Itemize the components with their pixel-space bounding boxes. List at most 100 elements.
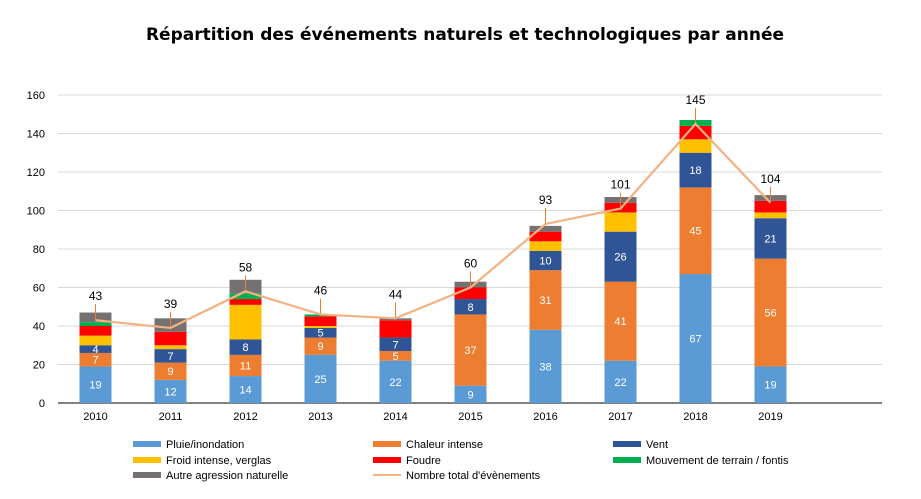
bar-segment xyxy=(754,212,787,219)
bar-segment xyxy=(604,281,637,361)
bar-segment xyxy=(304,337,337,355)
bar-segment xyxy=(79,322,112,326)
bar-segment xyxy=(154,349,187,363)
segment-data-label: 7 xyxy=(392,339,398,351)
segment-data-label: 7 xyxy=(167,351,173,363)
segment-data-label: 18 xyxy=(689,165,701,177)
y-tick-label: 20 xyxy=(33,360,45,372)
bars: 1974129714118259522579378383110224126674… xyxy=(79,120,787,403)
segment-data-label: 22 xyxy=(389,377,401,389)
legend-item: Foudre xyxy=(373,455,441,467)
segment-data-label: 8 xyxy=(242,342,248,354)
total-data-label: 39 xyxy=(164,297,178,311)
segment-data-label: 22 xyxy=(614,377,626,389)
bar-segment xyxy=(379,320,412,338)
x-tick-label: 2019 xyxy=(758,411,782,423)
x-tick-label: 2015 xyxy=(458,411,482,423)
bar-segment xyxy=(304,316,337,326)
segment-data-label: 19 xyxy=(764,380,776,392)
bar-segment xyxy=(604,360,637,403)
legend-item: Mouvement de terrain / fontis xyxy=(613,455,789,467)
segment-data-label: 25 xyxy=(314,374,326,386)
legend-label: Vent xyxy=(646,439,668,451)
segment-data-label: 67 xyxy=(689,334,701,346)
segment-data-label: 19 xyxy=(89,380,101,392)
bar-segment xyxy=(529,250,562,271)
segment-data-label: 5 xyxy=(392,351,398,363)
total-data-label: 46 xyxy=(314,283,328,297)
bar-segment xyxy=(679,274,712,403)
total-data-label: 145 xyxy=(685,93,705,107)
bar-segment xyxy=(79,326,112,336)
segment-data-label: 14 xyxy=(239,385,251,397)
bar-segment xyxy=(754,200,787,213)
y-tick-label: 140 xyxy=(27,129,45,141)
legend-label: Nombre total d'évènements xyxy=(406,470,541,482)
segment-data-label: 26 xyxy=(614,252,626,264)
legend-item: Froid intense, verglas xyxy=(133,455,272,467)
segment-data-label: 10 xyxy=(539,256,551,268)
total-data-label: 101 xyxy=(610,178,630,192)
legend-item: Chaleur intense xyxy=(373,439,483,451)
bar-segment xyxy=(754,366,787,403)
legend-label: Froid intense, verglas xyxy=(166,455,272,467)
bar-segment xyxy=(604,231,637,282)
bar-segment xyxy=(379,351,412,361)
legend-label: Chaleur intense xyxy=(406,439,483,451)
bar-segment xyxy=(79,366,112,403)
bar-segment xyxy=(679,139,712,153)
legend-label: Autre agression naturelle xyxy=(166,470,288,482)
x-tick-label: 2016 xyxy=(533,411,557,423)
segment-data-label: 21 xyxy=(764,233,776,245)
legend-label: Pluie/inondation xyxy=(166,439,244,451)
segment-data-label: 12 xyxy=(164,386,176,398)
legend-item: Nombre total d'évènements xyxy=(373,470,541,482)
segment-data-label: 45 xyxy=(689,226,701,238)
y-tick-label: 40 xyxy=(33,321,45,333)
legend-item: Vent xyxy=(613,439,668,451)
bar-segment xyxy=(754,258,787,367)
bar-segment xyxy=(154,345,187,350)
bar-segment xyxy=(229,299,262,305)
segment-data-label: 9 xyxy=(467,389,473,401)
x-tick-label: 2017 xyxy=(608,411,632,423)
y-axis-ticks: 0 20 40 60 80 100 120 140 160 xyxy=(27,90,45,410)
bar-segment xyxy=(454,385,487,403)
chart-title: Répartition des événements naturels et t… xyxy=(146,25,784,45)
legend-swatch xyxy=(133,472,161,478)
legend-label: Foudre xyxy=(406,455,441,467)
segment-data-label: 9 xyxy=(167,366,173,378)
total-line: 43 39 58 46 44 60 93 101 145 104 xyxy=(89,93,781,330)
legend-swatch xyxy=(373,457,401,463)
bar-segment xyxy=(379,337,412,352)
legend-swatch xyxy=(373,441,401,447)
x-tick-label: 2011 xyxy=(159,411,183,423)
bar-segment xyxy=(229,293,262,300)
bar-segment xyxy=(229,304,262,340)
segment-data-label: 38 xyxy=(539,361,551,373)
bar-segment xyxy=(529,270,562,330)
segment-data-label: 56 xyxy=(764,308,776,320)
bar-segment xyxy=(229,354,262,377)
bar-segment xyxy=(379,360,412,403)
total-data-label: 60 xyxy=(464,257,478,271)
segment-data-label: 7 xyxy=(92,355,98,367)
legend-swatch xyxy=(133,441,161,447)
bar-segment xyxy=(79,335,112,346)
bar-segment xyxy=(604,212,637,232)
y-tick-label: 80 xyxy=(33,244,45,256)
bar-segment xyxy=(454,299,487,315)
total-data-label: 43 xyxy=(89,289,103,303)
bar-segment xyxy=(154,362,187,380)
bar-segment xyxy=(754,218,787,259)
x-tick-label: 2014 xyxy=(383,411,407,423)
bar-segment xyxy=(529,231,562,242)
legend-item: Pluie/inondation xyxy=(133,439,244,451)
bar-segment xyxy=(229,339,262,355)
segment-data-label: 11 xyxy=(240,360,251,372)
bar-segment xyxy=(229,376,262,403)
bar-segment xyxy=(679,152,712,188)
bar-segment xyxy=(679,125,712,140)
x-tick-label: 2018 xyxy=(683,411,707,423)
segment-data-label: 5 xyxy=(317,328,323,340)
